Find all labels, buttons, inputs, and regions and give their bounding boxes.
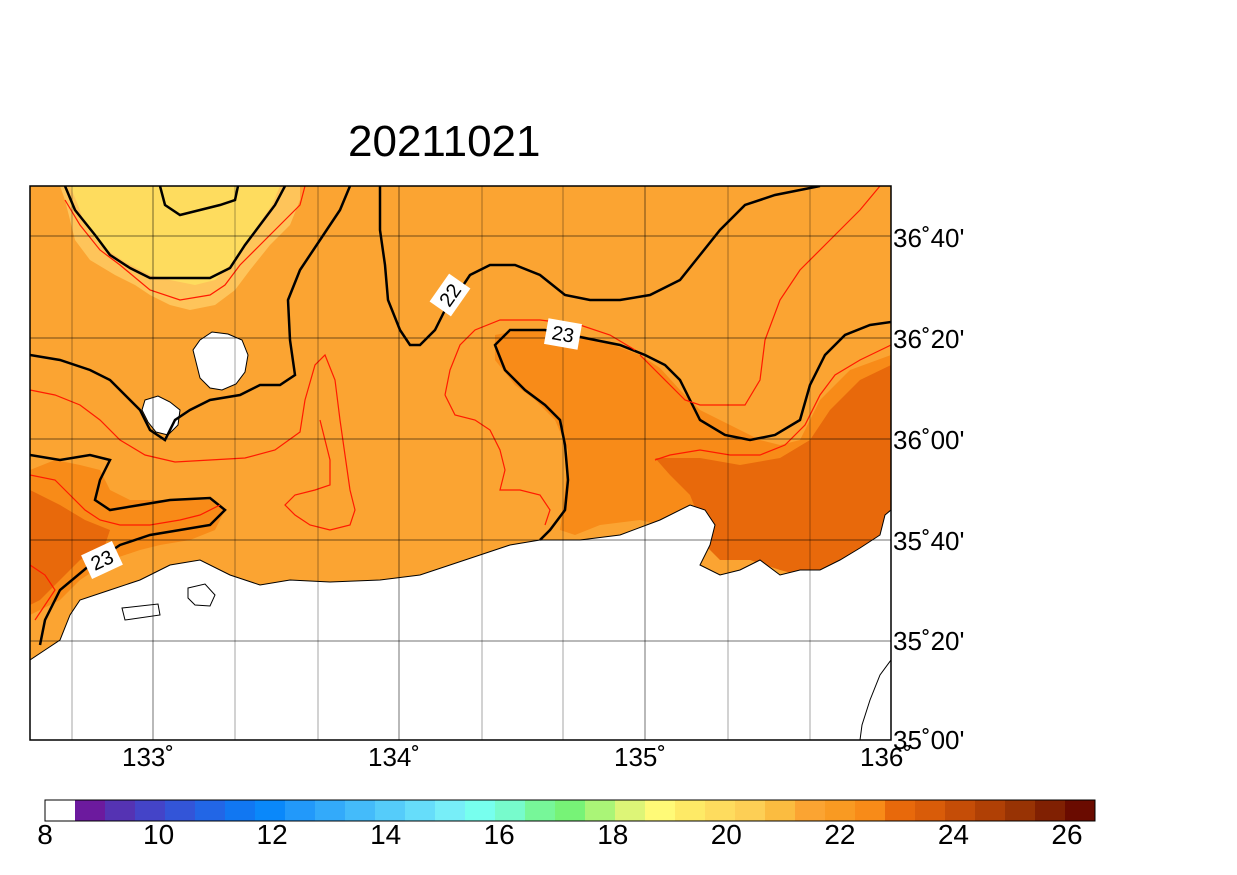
colorbar-swatch: [615, 800, 646, 821]
contour-red-3: [639, 186, 881, 406]
contour-label-22: 22: [429, 273, 471, 317]
colorbar-swatch: [765, 800, 796, 821]
lat-label-3520: 35˚20': [893, 626, 965, 656]
lat-label-3620: 36˚20': [893, 324, 965, 354]
colorbar-tick-label: 24: [937, 819, 969, 850]
graticule: [30, 186, 891, 740]
colorbar-tick-label: 22: [824, 819, 856, 850]
colorbar-swatch: [525, 800, 556, 821]
land-oki-dogo: [192, 331, 249, 391]
colorbar-swatch: [465, 800, 496, 821]
contour-red-5: [444, 319, 636, 396]
contour-red-6: [444, 394, 551, 526]
lon-label-135: 135˚: [614, 742, 667, 772]
colorbar-swatch: [555, 800, 586, 821]
lat-label-3540: 35˚40': [893, 526, 965, 556]
colorbar-swatch: [645, 800, 676, 821]
colorbar-tick-label: 20: [710, 819, 742, 850]
colorbar-swatch: [255, 800, 286, 821]
lat-label-3640: 36˚40': [893, 223, 965, 253]
colorbar-swatch: [1065, 800, 1096, 821]
colorbar-swatch: [75, 800, 106, 821]
colorbar-swatch: [825, 800, 856, 821]
contour-22-north: [378, 186, 821, 347]
colorbar-swatch: [285, 800, 316, 821]
contour-22-east: [493, 320, 891, 541]
colorbar-swatch: [315, 800, 346, 821]
colorbar-swatch: [345, 800, 376, 821]
colorbar: [44, 799, 1096, 822]
colorbar-tick-label: 10: [143, 819, 175, 850]
sst-band-24-west: [30, 490, 110, 605]
colorbar-tick-label: 26: [1051, 819, 1083, 850]
colorbar-swatch: [735, 800, 766, 821]
lon-label-134: 134˚: [368, 742, 421, 772]
contour-red-2: [30, 474, 221, 526]
svg-text:23: 23: [550, 322, 576, 348]
colorbar-swatch: [1005, 800, 1036, 821]
contour-red-1: [30, 353, 356, 531]
colorbar-swatch: [495, 800, 526, 821]
colorbar-swatch: [165, 800, 196, 821]
colorbar-swatch: [705, 800, 736, 821]
contour-red-7: [64, 186, 306, 301]
contour-red-8: [30, 564, 56, 621]
land-small-island-1: [121, 603, 161, 621]
lat-label-3600: 36˚00': [893, 425, 965, 455]
lon-label-133: 133˚: [122, 742, 175, 772]
colorbar-tick-label: 12: [256, 819, 288, 850]
colorbar-swatch: [975, 800, 1006, 821]
map-frame: [29, 185, 892, 741]
colorbar-swatch: [915, 800, 946, 821]
land-oki-dozen: [141, 395, 181, 436]
colorbar-swatch: [375, 800, 406, 821]
colorbar-tick-label: 14: [370, 819, 402, 850]
lon-label-136: 136˚: [860, 742, 913, 772]
colorbar-swatch: [585, 800, 616, 821]
colorbar-swatch: [675, 800, 706, 821]
lat-label-3500: 35˚00': [893, 725, 965, 755]
colorbar-swatch: [945, 800, 976, 821]
land-east-peninsula: [859, 659, 891, 740]
contour-22-west: [63, 186, 287, 280]
colorbar-swatch: [45, 800, 76, 821]
colorbar-swatch: [405, 800, 436, 821]
colorbar-swatch: [885, 800, 916, 821]
colorbar-swatch: [135, 800, 166, 821]
contour-red-4: [654, 344, 891, 461]
map-title: 20211021: [348, 117, 541, 166]
colorbar-tick-label: 8: [37, 819, 53, 850]
colorbar-swatch: [435, 800, 466, 821]
colorbar-swatch: [195, 800, 226, 821]
colorbar-swatch: [855, 800, 886, 821]
colorbar-tick-label: 18: [597, 819, 629, 850]
graticule-minor: [71, 186, 811, 740]
colorbar-swatch: [795, 800, 826, 821]
contour-label-23-center: 23: [544, 318, 582, 350]
land-small-island-2: [187, 583, 216, 607]
colorbar-tick-label: 16: [483, 819, 515, 850]
land-south-coast: [30, 504, 891, 740]
sst-band-23-west: [30, 460, 225, 615]
colorbar-swatch: [1035, 800, 1066, 821]
colorbar-swatch: [105, 800, 136, 821]
contour-layer: [30, 186, 891, 646]
colorbar-swatch: [225, 800, 256, 821]
contour-22-ring: [158, 186, 240, 217]
colorbar-frame: [44, 799, 1096, 822]
contour-22-mid: [30, 186, 352, 442]
sst-fill-layer: [30, 186, 891, 740]
